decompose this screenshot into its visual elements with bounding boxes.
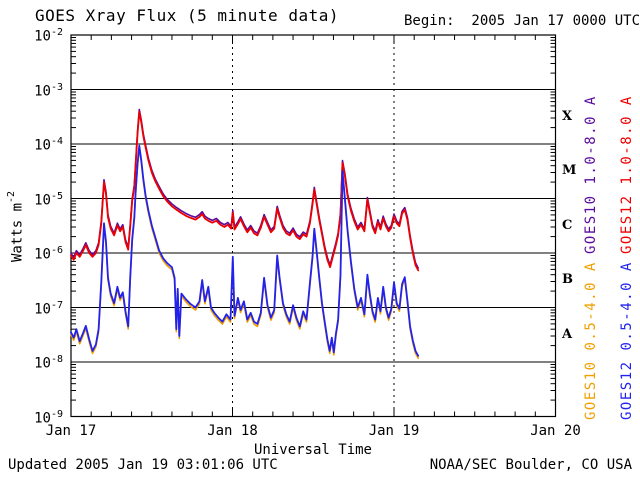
legend-label-goes12-1-0-8-0-a: GOES12 1.0-8.0 A [619, 95, 635, 254]
y-axis-title-superscript: -2 [6, 190, 17, 203]
x-axis-title: Universal Time [253, 442, 372, 458]
flare-class-letter-x: X [562, 108, 573, 124]
y-axis-tick-label: 10-5 [34, 190, 63, 209]
begin-label: Begin: 2005 Jan 17 0000 UTC [404, 13, 640, 29]
flare-class-letter-a: A [562, 326, 573, 342]
goes10-1-0-8-0-a-trace [70, 108, 419, 269]
x-axis-tick-label: Jan 17 [45, 423, 97, 439]
updated-timestamp: Updated 2005 Jan 19 03:01:06 UTC [8, 457, 278, 473]
y-axis-tick-label: 10-4 [34, 136, 63, 154]
y-axis-tick-label: 10-8 [34, 354, 63, 372]
y-axis-tick-label: 10-3 [34, 81, 63, 100]
y-axis-title: Watts m-2 [6, 146, 26, 306]
legend-label-goes10-1-0-8-0-a: GOES10 1.0-8.0 A [583, 95, 599, 254]
y-axis-tick-label: 10-9 [34, 408, 63, 427]
y-axis-tick-label: 10-7 [34, 299, 63, 318]
x-axis-tick-label: Jan 19 [368, 423, 420, 439]
source-credit: NOAA/SEC Boulder, CO USA [429, 457, 632, 473]
goes12-1-0-8-0-a-trace [70, 110, 420, 272]
x-axis-tick-label: Jan 18 [207, 423, 258, 439]
flare-class-letter-b: B [562, 272, 573, 288]
chart-title: GOES Xray Flux (5 minute data) [35, 6, 339, 25]
goes10-0-5-4-0-a-trace [70, 147, 419, 360]
goes12-0-5-4-0-a-trace [70, 144, 420, 357]
legend-label-goes10-0-5-4-0-a: GOES10 0.5-4.0 A [583, 261, 599, 420]
y-axis-tick-label: 10-6 [34, 245, 63, 263]
x-axis-tick-label: Jan 20 [530, 423, 581, 439]
legend-label-goes12-0-5-4-0-a: GOES12 0.5-4.0 A [619, 261, 635, 420]
plot-frame [70, 34, 557, 418]
y-axis-tick-label: 10-2 [34, 27, 63, 45]
flare-class-letter-c: C [562, 217, 573, 233]
flare-class-letter-m: M [562, 163, 577, 179]
